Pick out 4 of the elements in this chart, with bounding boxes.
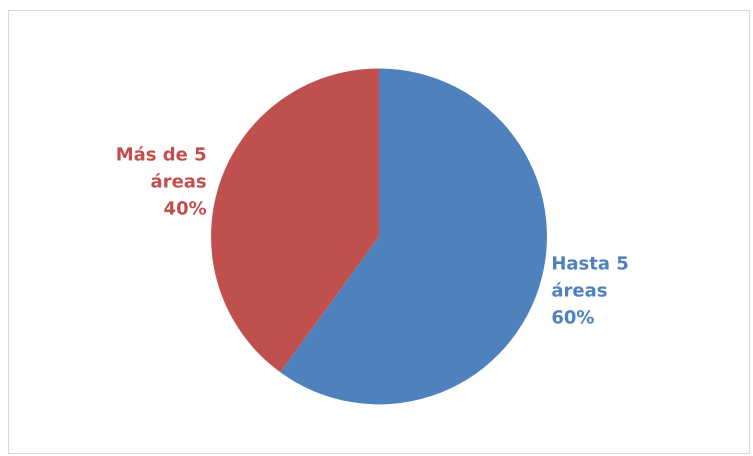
slice-label: Hasta 5 áreas bbox=[551, 253, 636, 302]
data-label: 40% bbox=[164, 198, 207, 220]
data-label: 60% bbox=[551, 307, 594, 328]
slice-label: Más de 5 áreas bbox=[116, 144, 207, 193]
